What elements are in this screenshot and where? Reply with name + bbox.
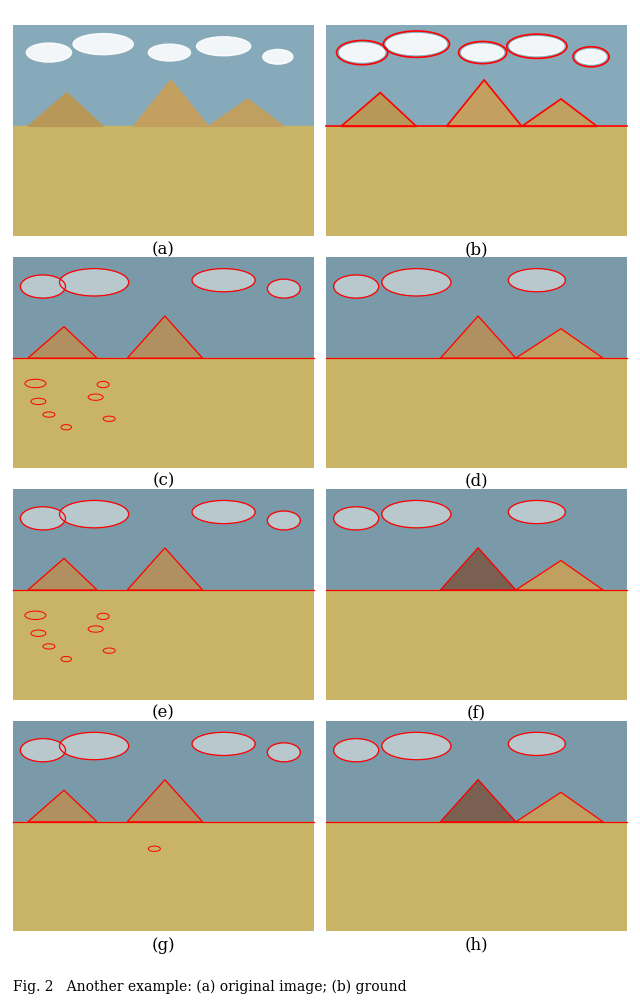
Bar bbox=[13, 590, 314, 700]
Ellipse shape bbox=[73, 33, 133, 54]
Ellipse shape bbox=[509, 37, 564, 55]
Bar bbox=[13, 257, 314, 358]
Polygon shape bbox=[127, 316, 202, 358]
Ellipse shape bbox=[196, 37, 251, 55]
Text: (g): (g) bbox=[152, 937, 175, 954]
Polygon shape bbox=[440, 779, 516, 822]
Bar bbox=[326, 358, 627, 468]
Polygon shape bbox=[447, 80, 522, 126]
Text: (h): (h) bbox=[465, 937, 488, 954]
Ellipse shape bbox=[193, 733, 253, 754]
Bar bbox=[326, 822, 627, 931]
Ellipse shape bbox=[509, 501, 564, 523]
Text: (b): (b) bbox=[465, 241, 488, 258]
Ellipse shape bbox=[383, 733, 449, 758]
Bar bbox=[13, 721, 314, 822]
Polygon shape bbox=[28, 790, 97, 822]
Ellipse shape bbox=[509, 733, 564, 754]
Bar bbox=[326, 25, 627, 126]
Ellipse shape bbox=[509, 270, 564, 291]
Polygon shape bbox=[440, 548, 516, 590]
Ellipse shape bbox=[576, 49, 606, 64]
Text: (c): (c) bbox=[152, 473, 175, 489]
Bar bbox=[13, 126, 314, 236]
Polygon shape bbox=[516, 328, 603, 358]
Ellipse shape bbox=[383, 501, 449, 527]
Ellipse shape bbox=[148, 44, 191, 61]
Bar bbox=[13, 822, 314, 931]
Bar bbox=[326, 126, 627, 236]
Polygon shape bbox=[209, 99, 284, 126]
Text: (f): (f) bbox=[467, 705, 486, 722]
Ellipse shape bbox=[335, 276, 377, 297]
Ellipse shape bbox=[387, 33, 447, 54]
Polygon shape bbox=[341, 93, 417, 126]
Polygon shape bbox=[28, 326, 97, 358]
Polygon shape bbox=[133, 80, 209, 126]
Text: (d): (d) bbox=[465, 473, 488, 489]
Polygon shape bbox=[516, 793, 603, 822]
Ellipse shape bbox=[26, 43, 72, 62]
Bar bbox=[13, 358, 314, 468]
Bar bbox=[326, 257, 627, 358]
Text: (a): (a) bbox=[152, 241, 175, 258]
Ellipse shape bbox=[335, 740, 377, 760]
Polygon shape bbox=[28, 559, 97, 590]
Bar bbox=[326, 488, 627, 590]
Ellipse shape bbox=[383, 270, 449, 295]
Polygon shape bbox=[440, 316, 516, 358]
Ellipse shape bbox=[335, 508, 377, 529]
Text: (e): (e) bbox=[152, 705, 175, 722]
Bar bbox=[326, 721, 627, 822]
Bar bbox=[13, 488, 314, 590]
Ellipse shape bbox=[269, 744, 299, 760]
Ellipse shape bbox=[61, 270, 127, 295]
Ellipse shape bbox=[61, 501, 127, 527]
Polygon shape bbox=[516, 561, 603, 590]
Ellipse shape bbox=[22, 508, 64, 529]
Ellipse shape bbox=[22, 276, 64, 297]
Ellipse shape bbox=[193, 270, 253, 291]
Ellipse shape bbox=[22, 740, 64, 760]
Text: Fig. 2   Another example: (a) original image; (b) ground: Fig. 2 Another example: (a) original ima… bbox=[13, 980, 406, 994]
Polygon shape bbox=[127, 548, 202, 590]
Ellipse shape bbox=[269, 512, 299, 529]
Ellipse shape bbox=[263, 49, 293, 64]
Bar bbox=[13, 25, 314, 126]
Ellipse shape bbox=[340, 43, 385, 62]
Polygon shape bbox=[522, 99, 597, 126]
Ellipse shape bbox=[61, 733, 127, 758]
Polygon shape bbox=[28, 93, 103, 126]
Ellipse shape bbox=[461, 44, 504, 61]
Bar bbox=[326, 590, 627, 700]
Polygon shape bbox=[127, 779, 202, 822]
Ellipse shape bbox=[269, 280, 299, 297]
Ellipse shape bbox=[193, 501, 253, 523]
